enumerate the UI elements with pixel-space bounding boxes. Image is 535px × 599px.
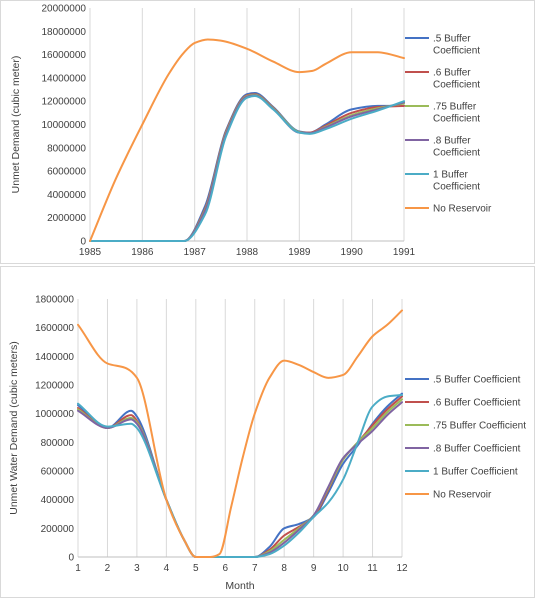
bottom-y-tick-label: 600000 bbox=[41, 467, 75, 478]
top-series-line bbox=[89, 94, 405, 242]
chart-bottom: 1 2 3 4 5 6 7 8 9 10 11 12 0 200000 400000 600000 800000… bbox=[0, 266, 535, 598]
bottom-series-line bbox=[77, 398, 403, 558]
bottom-y-tick-label: 800000 bbox=[41, 438, 75, 449]
top-x-tick-label: 1987 bbox=[184, 247, 207, 258]
bottom-legend-label: .8 Buffer Coefficient bbox=[433, 444, 521, 455]
bottom-x-axis-label: Month bbox=[225, 580, 254, 592]
top-y-tick-label: 20000000 bbox=[42, 4, 87, 15]
bottom-x-tick-label: 9 bbox=[311, 563, 317, 574]
top-y-tick-label: 14000000 bbox=[42, 73, 87, 84]
bottom-y-tick-label: 400000 bbox=[41, 495, 75, 506]
top-legend-label: Coefficient bbox=[433, 114, 480, 125]
bottom-x-tick-label: 6 bbox=[222, 563, 228, 574]
top-legend-label: 1 Buffer bbox=[433, 170, 469, 181]
top-y-tick-label: 6000000 bbox=[47, 167, 86, 178]
top-x-tick-label: 1985 bbox=[79, 247, 102, 258]
top-legend-label: .6 Buffer bbox=[433, 68, 471, 79]
top-legend-label: .8 Buffer bbox=[433, 136, 471, 147]
bottom-x-tick-label: 3 bbox=[134, 563, 140, 574]
bottom-y-axis-label: Unmet Water Demand (cubic meters) bbox=[8, 341, 20, 515]
chart-bottom-svg: 1 2 3 4 5 6 7 8 9 10 11 120200000400000600000800000… bbox=[8, 295, 526, 593]
bottom-y-tick-label: 200000 bbox=[41, 524, 75, 535]
bottom-y-tick-label: 1000000 bbox=[35, 409, 74, 420]
top-x-tick-label: 1986 bbox=[131, 247, 154, 258]
top-series-line bbox=[89, 38, 405, 242]
top-legend-label: .75 Buffer bbox=[433, 102, 477, 113]
bottom-series-line bbox=[77, 309, 403, 558]
top-x-tick-label: 1988 bbox=[236, 247, 259, 258]
top-legend-label: No Reservoir bbox=[433, 204, 492, 215]
top-y-axis-label: Unmet Demand (cubic meter) bbox=[10, 56, 22, 194]
top-legend-label: Coefficient bbox=[433, 182, 480, 193]
bottom-x-tick-label: 11 bbox=[367, 563, 378, 574]
top-legend-label: Coefficient bbox=[433, 80, 480, 91]
top-y-tick-label: 0 bbox=[80, 237, 86, 248]
top-legend-label: .5 Buffer bbox=[433, 34, 471, 45]
bottom-x-tick-label: 10 bbox=[338, 563, 350, 574]
bottom-series-line bbox=[77, 394, 403, 558]
bottom-y-tick-label: 1400000 bbox=[35, 352, 74, 363]
bottom-legend-label: .5 Buffer Coefficient bbox=[433, 375, 521, 386]
top-x-tick-label: 1991 bbox=[393, 247, 416, 258]
bottom-x-tick-label: 1 bbox=[75, 563, 81, 574]
top-y-tick-label: 16000000 bbox=[42, 50, 87, 61]
top-x-tick-label: 1990 bbox=[341, 247, 364, 258]
bottom-y-tick-label: 1800000 bbox=[35, 295, 74, 306]
bottom-legend-label: 1 Buffer Coefficient bbox=[433, 467, 518, 478]
top-y-tick-label: 12000000 bbox=[42, 97, 87, 108]
bottom-y-tick-label: 1600000 bbox=[35, 323, 74, 334]
top-legend-label: Coefficient bbox=[433, 148, 480, 159]
bottom-x-tick-label: 5 bbox=[193, 563, 199, 574]
bottom-y-tick-label: 1200000 bbox=[35, 381, 74, 392]
chart-top: 1985 1986 1987 1988 1989 1990 1991 0 2000000 4000… bbox=[0, 0, 535, 264]
bottom-y-tick-label: 0 bbox=[68, 553, 74, 564]
bottom-legend-label: .75 Buffer Coefficient bbox=[433, 421, 526, 432]
bottom-x-tick-label: 7 bbox=[252, 563, 258, 574]
bottom-legend-label: .6 Buffer Coefficient bbox=[433, 398, 521, 409]
top-y-tick-label: 4000000 bbox=[47, 190, 86, 201]
bottom-legend-label: No Reservoir bbox=[433, 490, 492, 501]
top-x-tick-label: 1989 bbox=[288, 247, 311, 258]
top-y-tick-label: 18000000 bbox=[42, 27, 87, 38]
top-y-tick-label: 10000000 bbox=[42, 120, 87, 131]
bottom-x-tick-label: 8 bbox=[281, 563, 287, 574]
top-y-tick-label: 2000000 bbox=[47, 213, 86, 224]
bottom-x-tick-label: 12 bbox=[396, 563, 408, 574]
top-legend-label: Coefficient bbox=[433, 46, 480, 57]
top-y-tick-label: 8000000 bbox=[47, 143, 86, 154]
bottom-series-line bbox=[77, 401, 403, 558]
chart-top-svg: 1985 1986 1987 1988 1989 1990 1991 0 2000000 4000… bbox=[10, 4, 492, 259]
bottom-x-tick-label: 4 bbox=[164, 563, 170, 574]
bottom-x-tick-label: 2 bbox=[105, 563, 111, 574]
